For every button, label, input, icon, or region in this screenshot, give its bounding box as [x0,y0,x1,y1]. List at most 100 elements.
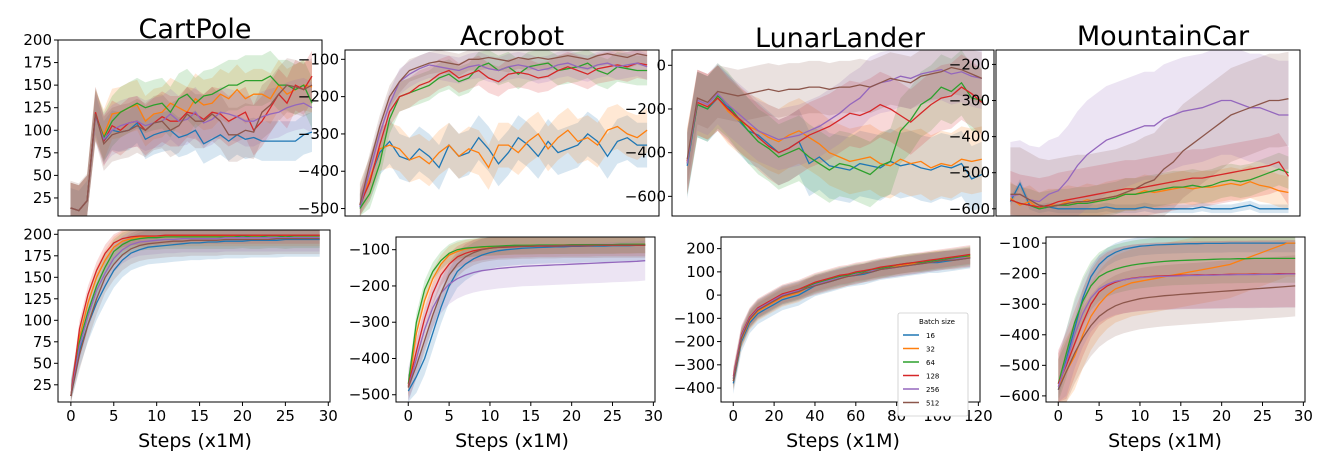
band-lunarlander-top-16 [687,65,982,212]
ytick-label: 25 [33,376,52,394]
band-cartpole-top-256 [70,77,312,217]
line-acrobot-top-512 [359,53,648,205]
band-lunarlander-top-64 [687,50,982,208]
ytick-label: −600 [949,200,990,218]
ytick-label: 100 [23,311,52,329]
xtick-label: 10 [480,407,499,425]
ytick-label: 25 [33,189,52,207]
legend-label-128: 128 [926,373,939,381]
band-mountaincar-top-512 [1010,51,1289,216]
axes-frame-acrobot-top [344,49,660,217]
band-cartpole-bottom-256 [70,230,320,402]
panel-title-lunarlander: LunarLander [755,23,926,54]
line-cartpole-bottom-64 [70,235,320,397]
band-acrobot-bottom-512 [408,237,646,401]
ytick-label: −400 [949,128,990,146]
xtick-label: 0 [66,407,76,425]
panel-lunarlander-top: −600 −400 −200 0 [625,49,995,217]
line-mountaincar-top-256 [1010,99,1289,203]
ytick-label: −500 [298,200,339,218]
axes-frame-lunarlander-bottom [720,236,981,403]
ytick-label: 100 [686,263,715,281]
xtick-label: 120 [964,407,993,425]
band-acrobot-top-128 [359,50,648,216]
band-lunarlander-top-256 [687,50,982,195]
batch-size-legend: Batch size 16 32 64 128 256 512 [897,312,969,417]
band-cartpole-bottom-512 [70,230,320,402]
ytick-label: −200 [298,88,339,106]
ytick-label: −600 [999,387,1040,405]
line-lunarlander-top-32 [686,97,982,169]
band-lunarlander-bottom-256 [733,248,971,389]
ytick-label: −200 [674,333,715,351]
line-mountaincar-bottom-256 [1057,273,1296,387]
band-cartpole-bottom-16 [70,230,320,402]
ytick-label: 50 [33,166,52,184]
axes-frame-cartpole-bottom [57,229,331,403]
ytick-label: −400 [349,349,390,367]
ytick-label: −400 [674,379,715,397]
panel-lunarlander-bottom: −400−300−200−1000100200020406080100120 [674,236,993,425]
band-mountaincar-top-128 [1010,133,1289,216]
line-acrobot-bottom-256 [407,259,646,388]
ytick-label: 0 [705,286,715,304]
ytick-label: 0 [656,56,666,74]
panel-cartpole-top: 25 50 75 100 125 150 175 200 [23,31,323,217]
line-mountaincar-bottom-64 [1057,257,1296,384]
ytick-label: −500 [949,164,990,182]
xtick-label: 10 [1130,407,1149,425]
ytick-label: −300 [999,295,1040,313]
line-lunarlander-top-128 [686,86,983,162]
ytick-label: −300 [674,356,715,374]
panel-title-acrobot: Acrobot [460,21,564,52]
band-acrobot-bottom-256 [408,240,646,402]
band-lunarlander-top-128 [687,54,982,195]
xtick-label: 40 [805,407,824,425]
ytick-label: 100 [23,121,52,139]
axes-frame-cartpole-top [57,39,323,217]
band-cartpole-top-64 [70,50,312,216]
legend-title: Batch size [919,318,955,326]
line-acrobot-bottom-512 [407,244,646,388]
legend-label-16: 16 [926,332,935,340]
band-lunarlander-bottom-16 [733,247,971,394]
band-acrobot-bottom-32 [408,237,646,397]
legend-frame [897,312,969,417]
axes-frame-mountaincar-bottom [1045,236,1306,403]
band-mountaincar-top-16 [1010,179,1289,214]
ytick-label: 125 [23,99,52,117]
ytick-label: 50 [33,354,52,372]
ytick-label: −100 [674,309,715,327]
xtick-label: 25 [276,407,295,425]
ytick-label: 175 [23,54,52,72]
xtick-label: 60 [846,407,865,425]
band-acrobot-bottom-16 [408,237,646,402]
line-cartpole-top-32 [70,84,313,212]
xtick-label: 5 [109,407,119,425]
xtick-label: 5 [1094,407,1104,425]
ytick-label: 200 [23,225,52,243]
ytick-label: 125 [23,290,52,308]
xtick-label: 15 [521,407,540,425]
panel-mountaincar-bottom: −600 −500 −400 −300 −200 −100 0 5 10 15 20 25 30 [999,234,1313,425]
axes-frame-lunarlander-top [671,49,995,217]
line-cartpole-top-64 [70,75,313,212]
line-cartpole-bottom-128 [70,234,320,397]
legend-label-64: 64 [926,359,935,367]
band-mountaincar-bottom-64 [1058,237,1296,402]
xtick-label: 20 [233,407,252,425]
legend-label-256: 256 [926,386,940,394]
ytick-label: −100 [298,50,339,68]
xtick-label: 25 [1253,407,1272,425]
line-mountaincar-top-16 [1009,182,1289,210]
xtick-label: 15 [1171,407,1190,425]
xtick-label: 0 [728,407,738,425]
line-cartpole-bottom-256 [70,237,320,397]
band-lunarlander-top-512 [687,50,982,186]
ytick-label: −200 [625,100,666,118]
band-mountaincar-top-256 [1010,50,1289,216]
ytick-label: −500 [999,356,1040,374]
band-acrobot-top-64 [359,50,648,216]
line-acrobot-top-16 [359,133,648,207]
ytick-label: 200 [23,31,52,49]
